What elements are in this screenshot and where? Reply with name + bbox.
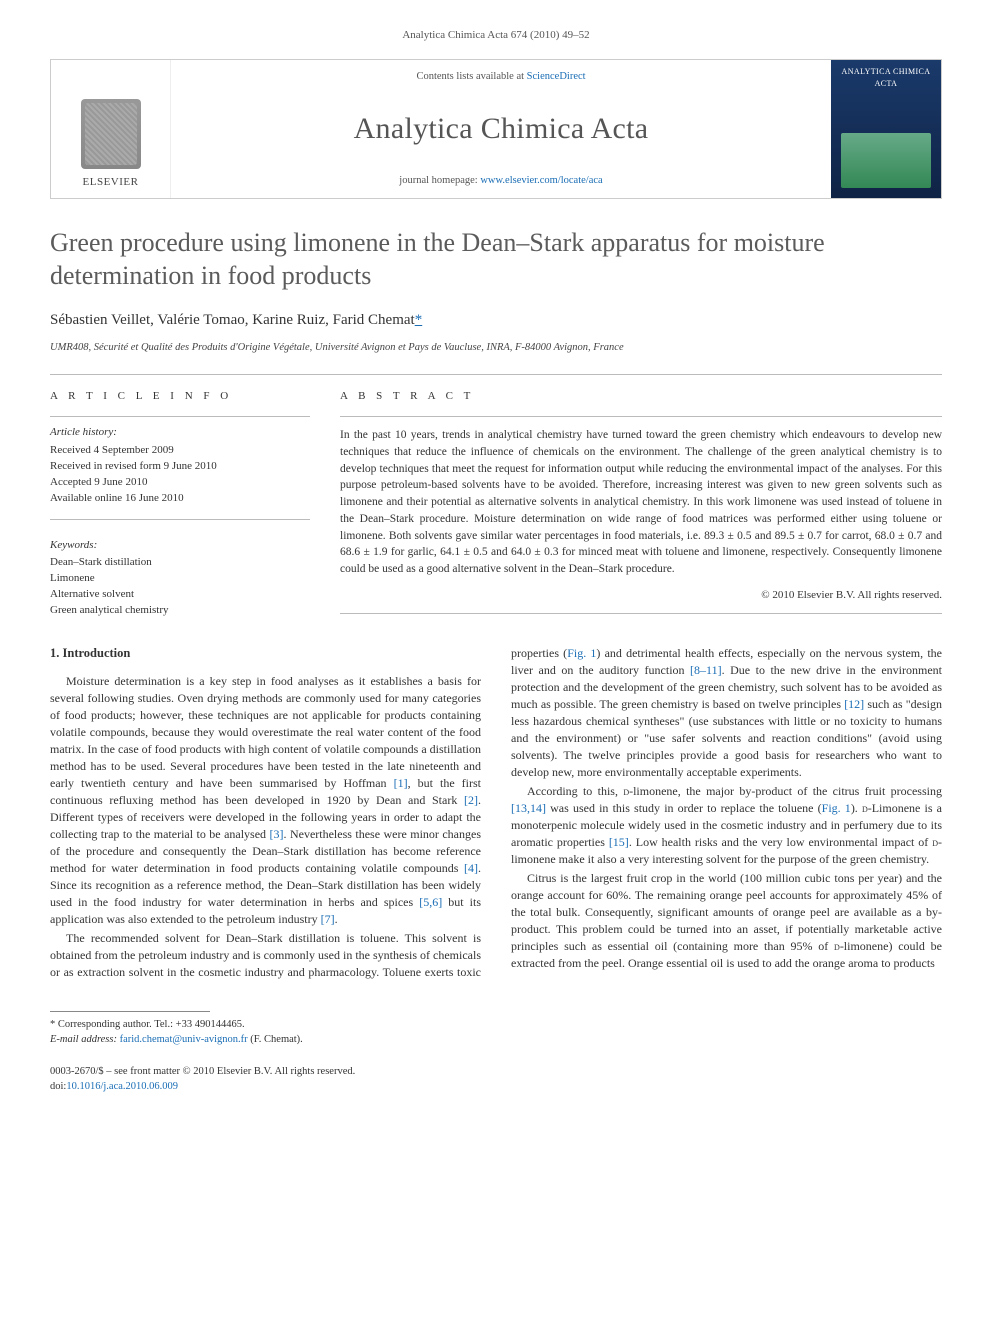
doi-label: doi:: [50, 1081, 66, 1092]
text-run: ).: [851, 801, 862, 815]
text-run: . Low health risks and the very low envi…: [629, 835, 932, 849]
journal-homepage-link[interactable]: www.elsevier.com/locate/aca: [480, 175, 602, 186]
paragraph: Citrus is the largest fruit crop in the …: [511, 870, 942, 972]
cover-label: ANALYTICA CHIMICA ACTA: [831, 66, 941, 88]
journal-cover: ANALYTICA CHIMICA ACTA: [831, 60, 941, 198]
ref-link[interactable]: [7]: [321, 912, 335, 926]
front-matter-line: 0003-2670/$ – see front matter © 2010 El…: [50, 1065, 942, 1080]
email-footnote: E-mail address: farid.chemat@univ-avigno…: [50, 1033, 942, 1048]
abstract-heading: a b s t r a c t: [340, 389, 942, 404]
history-accepted: Accepted 9 June 2010: [50, 475, 310, 491]
email-label: E-mail address:: [50, 1034, 120, 1045]
journal-masthead: ELSEVIER Contents lists available at Sci…: [50, 59, 942, 199]
journal-name: Analytica Chimica Acta: [191, 108, 811, 150]
corresponding-author-footnote: * Corresponding author. Tel.: +33 490144…: [50, 1018, 942, 1033]
publisher-name: ELSEVIER: [83, 175, 139, 190]
divider-rule: [50, 374, 942, 375]
keyword: Green analytical chemistry: [50, 603, 310, 619]
elsevier-logo: [81, 99, 141, 169]
page-footer: 0003-2670/$ – see front matter © 2010 El…: [50, 1065, 942, 1094]
abstract: a b s t r a c t In the past 10 years, tr…: [340, 389, 942, 619]
footnote-rule: [50, 1011, 210, 1012]
figure-link[interactable]: Fig. 1: [567, 646, 596, 660]
history-online: Available online 16 June 2010: [50, 491, 310, 507]
paragraph: According to this, d-limonene, the major…: [511, 783, 942, 868]
doi-link[interactable]: 10.1016/j.aca.2010.06.009: [66, 1081, 178, 1092]
affiliation: UMR408, Sécurité et Qualité des Produits…: [50, 341, 942, 356]
ref-link[interactable]: [8–11]: [690, 663, 722, 677]
abstract-copyright: © 2010 Elsevier B.V. All rights reserved…: [340, 588, 942, 603]
contents-line: Contents lists available at ScienceDirec…: [191, 70, 811, 85]
ref-link[interactable]: [13,14]: [511, 801, 546, 815]
masthead-center: Contents lists available at ScienceDirec…: [171, 60, 831, 198]
ref-link[interactable]: [12]: [844, 697, 864, 711]
text-run: -limonene, the major by-product of the c…: [629, 784, 942, 798]
ref-link[interactable]: [5,6]: [419, 895, 442, 909]
history-revised: Received in revised form 9 June 2010: [50, 459, 310, 475]
publisher-block: ELSEVIER: [51, 60, 171, 198]
text-run: Moisture determination is a key step in …: [50, 674, 481, 790]
paragraph: Moisture determination is a key step in …: [50, 673, 481, 928]
ref-link[interactable]: [4]: [464, 861, 478, 875]
keywords-block: Keywords: Dean–Stark distillation Limone…: [50, 519, 310, 619]
text-run: .: [335, 912, 338, 926]
abstract-body: In the past 10 years, trends in analytic…: [340, 416, 942, 577]
ref-link[interactable]: [3]: [270, 827, 284, 841]
footnotes: * Corresponding author. Tel.: +33 490144…: [50, 1011, 942, 1047]
keyword: Alternative solvent: [50, 587, 310, 603]
email-suffix: (F. Chemat).: [248, 1034, 303, 1045]
email-link[interactable]: farid.chemat@univ-avignon.fr: [120, 1034, 248, 1045]
homepage-prefix: journal homepage:: [399, 175, 480, 186]
article-info: a r t i c l e i n f o Article history: R…: [50, 389, 310, 619]
info-abstract-row: a r t i c l e i n f o Article history: R…: [50, 389, 942, 619]
article-title: Green procedure using limonene in the De…: [50, 227, 942, 292]
ref-link[interactable]: [1]: [394, 776, 408, 790]
contents-prefix: Contents lists available at: [416, 71, 526, 82]
sciencedirect-link[interactable]: ScienceDirect: [527, 71, 586, 82]
cover-image: [841, 133, 931, 188]
authors-text: Sébastien Veillet, Valérie Tomao, Karine…: [50, 312, 415, 328]
section-1-heading: 1. Introduction: [50, 645, 481, 663]
keyword: Dean–Stark distillation: [50, 555, 310, 571]
authors-line: Sébastien Veillet, Valérie Tomao, Karine…: [50, 310, 942, 331]
history-received: Received 4 September 2009: [50, 443, 310, 459]
homepage-line: journal homepage: www.elsevier.com/locat…: [191, 174, 811, 189]
doi-line: doi:10.1016/j.aca.2010.06.009: [50, 1080, 942, 1095]
ref-link[interactable]: [15]: [609, 835, 629, 849]
running-header: Analytica Chimica Acta 674 (2010) 49–52: [0, 0, 992, 51]
figure-link[interactable]: Fig. 1: [822, 801, 851, 815]
text-run: According to this,: [527, 784, 623, 798]
abstract-bottom-rule: [340, 613, 942, 614]
corresponding-author-mark[interactable]: *: [415, 312, 423, 328]
body-text: 1. Introduction Moisture determination i…: [50, 645, 942, 981]
history-label: Article history:: [50, 416, 310, 440]
keyword: Limonene: [50, 571, 310, 587]
keywords-label: Keywords:: [50, 538, 310, 553]
text-run: was used in this study in order to repla…: [546, 801, 822, 815]
ref-link[interactable]: [2]: [464, 793, 478, 807]
article-info-heading: a r t i c l e i n f o: [50, 389, 310, 404]
